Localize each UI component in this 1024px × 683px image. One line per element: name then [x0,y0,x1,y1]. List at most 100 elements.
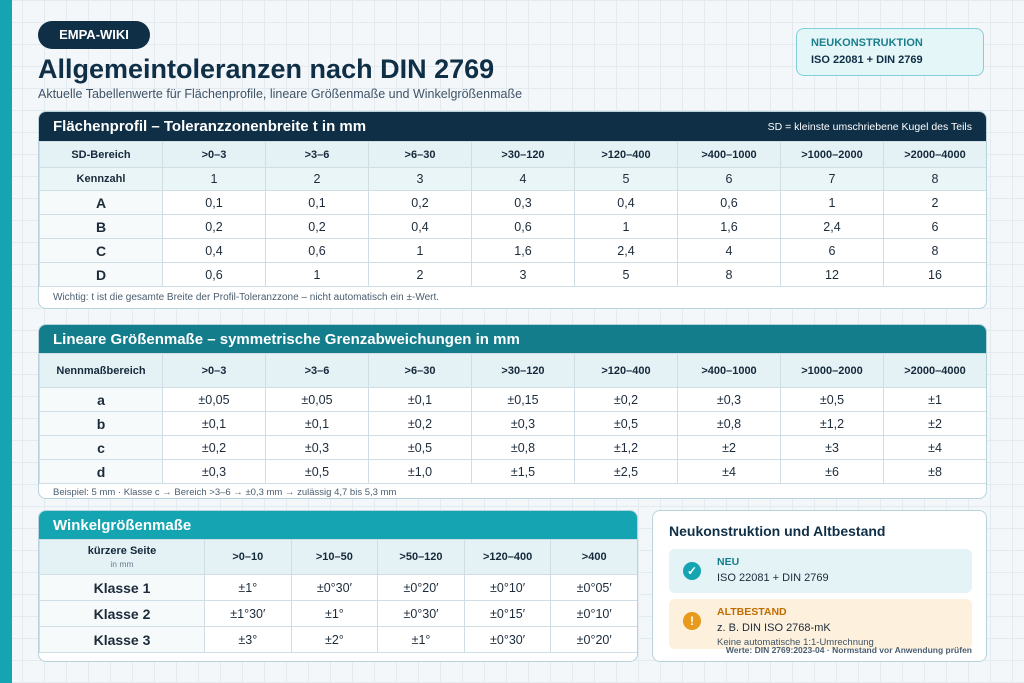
table-row: Klasse 3 ±3° ±2° ±1° ±0°30′ ±0°20′ [39,626,637,653]
profile-range-header: >0–3 [162,141,266,168]
profile-header-label: SD-Bereich [39,141,163,168]
table-cell: 2,4 [574,238,678,263]
table-cell: ±0°30′ [377,600,465,627]
page-subtitle: Aktuelle Tabellenwerte für Flächenprofil… [38,87,523,101]
angle-range-header: >50–120 [377,539,465,575]
table-cell: ±1,2 [574,435,678,460]
table-cell: ±0,15 [471,387,575,412]
status-new-value: ISO 22081 + DIN 2769 [717,572,829,584]
row-label: Klasse 2 [39,600,205,627]
angle-header-row: kürzere Seite in mm >0–10 >10–50 >50–120… [39,539,637,575]
table-cell: ±4 [883,435,986,460]
kennzahl-cell: 7 [780,167,884,191]
table-cell: ±3 [780,435,884,460]
linear-tolerance-table: Nennmaßbereich >0–3 >3–6 >6–30 >30–120 >… [39,353,986,484]
table-cell: 0,4 [162,238,266,263]
angle-card-title: Winkelgrößenmaße [53,516,192,534]
table-cell: 0,2 [265,214,369,239]
table-cell: ±2 [677,435,781,460]
table-row: B 0,2 0,2 0,4 0,6 1 1,6 2,4 6 [39,214,986,239]
linear-header-label: Nennmaßbereich [39,353,163,388]
profile-range-header: >120–400 [574,141,678,168]
profile-tolerance-card: Flächenprofil – Toleranzzonenbreite t in… [38,111,987,309]
table-cell: 0,6 [471,214,575,239]
angle-card-header: Winkelgrößenmaße [39,511,637,539]
table-cell: ±1°30′ [204,600,292,627]
row-label: c [39,435,163,460]
neukonstruktion-box: NEUKONSTRUKTION ISO 22081 + DIN 2769 [796,28,984,76]
table-cell: ±4 [677,459,781,484]
table-cell: 2,4 [780,214,884,239]
table-cell: 0,2 [162,214,266,239]
angle-range-header: >120–400 [463,539,552,575]
kennzahl-cell: 5 [574,167,678,191]
profile-range-header: >1000–2000 [780,141,884,168]
profile-range-header: >400–1000 [677,141,781,168]
profile-header-row: SD-Bereich >0–3 >3–6 >6–30 >30–120 >120–… [39,141,986,168]
table-cell: 12 [780,262,884,287]
linear-range-header: >400–1000 [677,353,781,388]
table-row: c ±0,2 ±0,3 ±0,5 ±0,8 ±1,2 ±2 ±3 ±4 [39,435,986,460]
table-row: a ±0,05 ±0,05 ±0,1 ±0,15 ±0,2 ±0,3 ±0,5 … [39,387,986,412]
row-label: d [39,459,163,484]
table-cell: 0,1 [265,190,369,215]
table-cell: ±0,2 [574,387,678,412]
linear-range-header: >30–120 [471,353,575,388]
table-row: A 0,1 0,1 0,2 0,3 0,4 0,6 1 2 [39,190,986,215]
row-label: A [39,190,163,215]
table-cell: ±1,2 [780,411,884,436]
table-cell: ±0°20′ [550,626,637,653]
table-cell: 0,3 [471,190,575,215]
table-cell: 6 [883,214,986,239]
table-cell: ±0°30′ [463,626,552,653]
table-cell: 0,4 [574,190,678,215]
linear-tolerance-card: Lineare Größenmaße – symmetrische Grenza… [38,324,987,499]
table-cell: ±0°15′ [463,600,552,627]
kennzahl-cell: 2 [265,167,369,191]
row-label: b [39,411,163,436]
table-cell: 1 [265,262,369,287]
table-cell: 1 [368,238,472,263]
table-cell: ±1,5 [471,459,575,484]
table-cell: ±0,3 [265,435,369,460]
profile-card-title: Flächenprofil – Toleranzzonenbreite t in… [53,118,367,135]
wiki-badge[interactable]: EMPA-WIKI [38,21,150,49]
table-cell: 8 [883,238,986,263]
table-cell: ±0°30′ [290,574,379,601]
table-row: d ±0,3 ±0,5 ±1,0 ±1,5 ±2,5 ±4 ±6 ±8 [39,459,986,484]
kennzahl-cell: 8 [883,167,986,191]
table-cell: ±0,5 [368,435,472,460]
table-cell: ±0,8 [471,435,575,460]
table-cell: 0,6 [162,262,266,287]
table-cell: ±0°10′ [550,600,637,627]
status-new-label: NEU [717,556,740,568]
profile-range-header: >6–30 [368,141,472,168]
neukonstruktion-label: NEUKONSTRUKTION [811,37,923,49]
table-cell: ±0,1 [265,411,369,436]
page-title: Allgemeintoleranzen nach DIN 2769 [38,54,495,84]
profile-range-header: >3–6 [265,141,369,168]
linear-range-header: >120–400 [574,353,678,388]
table-cell: ±2,5 [574,459,678,484]
table-cell: 1 [780,190,884,215]
table-cell: ±0,3 [471,411,575,436]
table-row: b ±0,1 ±0,1 ±0,2 ±0,3 ±0,5 ±0,8 ±1,2 ±2 [39,411,986,436]
table-row: C 0,4 0,6 1 1,6 2,4 4 6 8 [39,238,986,263]
table-cell: ±1° [377,626,465,653]
table-row: D 0,6 1 2 3 5 8 12 16 [39,262,986,287]
table-cell: 8 [677,262,781,287]
linear-range-header: >2000–4000 [883,353,986,388]
table-cell: 4 [677,238,781,263]
angle-range-header: >400 [550,539,637,575]
status-legacy-label: ALTBESTAND [717,606,787,618]
linear-card-title: Lineare Größenmaße – symmetrische Grenza… [53,330,520,348]
table-cell: ±0,8 [677,411,781,436]
row-label: Klasse 1 [39,574,205,601]
profile-range-header: >30–120 [471,141,575,168]
status-new: ✓ NEU ISO 22081 + DIN 2769 [669,549,972,593]
profile-footnote: Wichtig: t ist die gesamte Breite der Pr… [53,292,440,303]
table-cell: ±1° [204,574,292,601]
table-cell: 0,6 [265,238,369,263]
warning-circle-icon: ! [683,612,701,630]
profile-range-header: >2000–4000 [883,141,986,168]
